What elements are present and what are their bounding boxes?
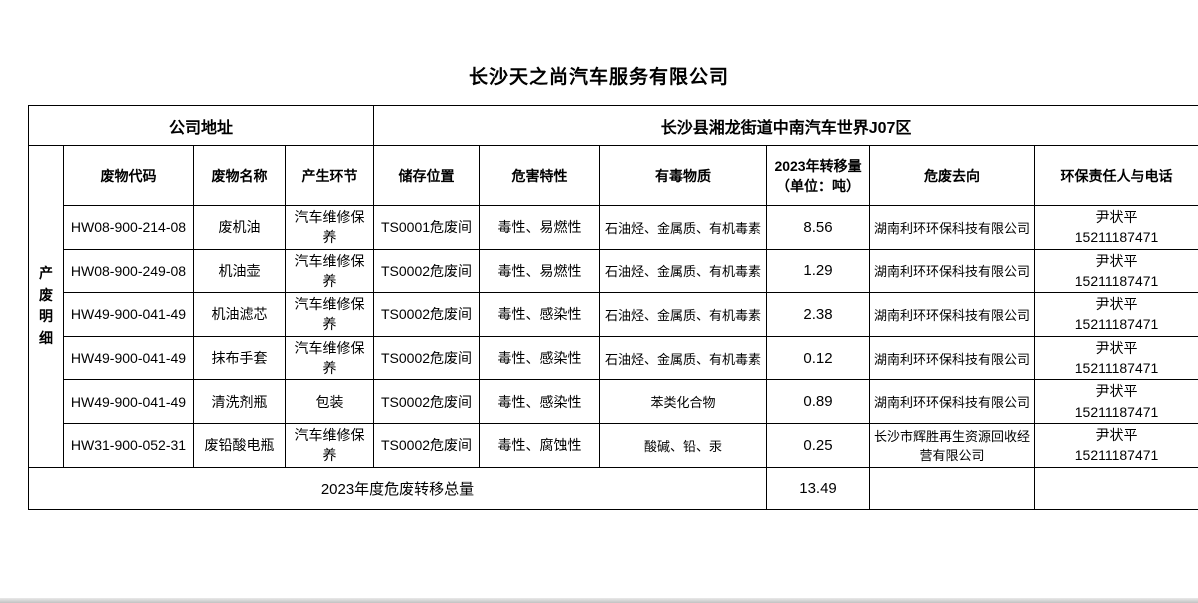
cell-amount: 1.29 <box>766 248 871 294</box>
cell-contact: 尹状平 15211187471 <box>1034 248 1198 294</box>
cell-contact: 尹状平 15211187471 <box>1034 205 1198 250</box>
page-title: 长沙天之尚汽车服务有限公司 <box>468 67 729 88</box>
cell-toxic: 石油烃、金属质、有机毒素 <box>599 248 768 294</box>
cell-hazard: 毒性、腐蚀性 <box>479 422 601 468</box>
cell-waste-code: HW08-900-249-08 <box>63 248 194 294</box>
cell-storage: TS0002危废间 <box>373 248 481 294</box>
cell-amount: 8.56 <box>766 205 871 250</box>
cell-stage: 包装 <box>284 379 375 424</box>
cell-storage: TS0002危废间 <box>373 379 481 424</box>
column-header-row: 产 废 明 细 废物代码 废物名称 产生环节 储存位置 危害特性 有毒物质 20… <box>28 145 1198 468</box>
cell-toxic: 苯类化合物 <box>599 379 768 424</box>
cell-hazard: 毒性、易燃性 <box>479 205 601 250</box>
cell-toxic: 酸碱、铅、汞 <box>599 422 768 468</box>
cell-destination: 湖南利环环保科技有限公司 <box>869 379 1036 424</box>
cell-waste-name: 机油滤芯 <box>193 292 286 337</box>
company-address-label: 公司地址 <box>27 105 375 146</box>
cell-waste-name: 清洗剂瓶 <box>193 379 286 424</box>
cell-destination: 湖南利环环保科技有限公司 <box>869 248 1036 294</box>
cell-destination: 湖南利环环保科技有限公司 <box>869 205 1036 250</box>
cell-destination: 湖南利环环保科技有限公司 <box>869 292 1036 337</box>
table-row: HW49-900-041-49 清洗剂瓶 包装 TS0002危废间 毒性、感染性… <box>29 379 1198 424</box>
cell-destination: 长沙市辉胜再生资源回收经营有限公司 <box>869 422 1036 468</box>
table-row: HW08-900-214-08 废机油 汽车维修保养 TS0001危废间 毒性、… <box>29 205 1198 250</box>
cell-contact: 尹状平 15211187471 <box>1034 379 1198 424</box>
cell-stage: 汽车维修保养 <box>284 248 375 294</box>
cell-toxic: 石油烃、金属质、有机毒素 <box>599 335 768 381</box>
cell-amount: 0.89 <box>766 379 871 424</box>
cell-hazard: 毒性、感染性 <box>479 379 601 424</box>
cell-stage: 汽车维修保养 <box>284 335 375 381</box>
col-header-contact: 环保责任人与电话 <box>1034 145 1198 206</box>
cell-amount: 0.25 <box>766 422 871 468</box>
col-header-toxic: 有毒物质 <box>599 145 768 206</box>
table-row: HW49-900-041-49 机油滤芯 汽车维修保养 TS0002危废间 毒性… <box>29 292 1198 337</box>
cell-amount: 2.38 <box>766 292 871 337</box>
cell-storage: TS0001危废间 <box>373 205 481 250</box>
col-header-destination: 危废去向 <box>869 145 1036 206</box>
col-header-amount: 2023年转移量 （单位：吨） <box>766 145 871 206</box>
cell-toxic: 石油烃、金属质、有机毒素 <box>599 205 768 250</box>
col-header-waste-code: 废物代码 <box>63 145 194 206</box>
table-row: HW49-900-041-49 抹布手套 汽车维修保养 TS0002危废间 毒性… <box>29 335 1198 381</box>
cell-contact: 尹状平 15211187471 <box>1034 422 1198 468</box>
cell-contact: 尹状平 15211187471 <box>1034 335 1198 381</box>
cell-storage: TS0002危废间 <box>373 335 481 381</box>
col-header-hazard: 危害特性 <box>479 145 601 206</box>
cell-destination: 湖南利环环保科技有限公司 <box>869 335 1036 381</box>
cell-toxic: 石油烃、金属质、有机毒素 <box>599 292 768 337</box>
company-address-row: 公司地址 长沙县湘龙街道中南汽车世界J07区 <box>27 105 1198 146</box>
col-header-storage: 储存位置 <box>373 145 481 206</box>
cell-waste-name: 废机油 <box>193 205 286 250</box>
company-address-value: 长沙县湘龙街道中南汽车世界J07区 <box>373 105 1198 146</box>
table-row: HW31-900-052-31 废铅酸电瓶 汽车维修保养 TS0002危废间 毒… <box>29 422 1198 468</box>
cell-storage: TS0002危废间 <box>373 422 481 468</box>
cell-waste-name: 机油壶 <box>193 248 286 294</box>
total-empty-contact <box>1034 466 1198 510</box>
total-empty-destination <box>869 466 1036 510</box>
cell-waste-name: 抹布手套 <box>193 335 286 381</box>
cell-hazard: 毒性、感染性 <box>479 335 601 381</box>
cell-storage: TS0002危废间 <box>373 292 481 337</box>
total-row: 2023年度危废转移总量 13.49 <box>27 466 1198 510</box>
side-label-waste-details: 产 废 明 细 <box>28 145 64 468</box>
total-amount: 13.49 <box>766 466 871 510</box>
window-bottom-edge <box>0 598 1198 603</box>
cell-waste-code: HW49-900-041-49 <box>63 379 194 424</box>
cell-waste-code: HW49-900-041-49 <box>63 335 194 381</box>
cell-stage: 汽车维修保养 <box>284 205 375 250</box>
cell-waste-code: HW08-900-214-08 <box>63 205 194 250</box>
cell-stage: 汽车维修保养 <box>284 292 375 337</box>
hazardous-waste-table: 公司地址 长沙县湘龙街道中南汽车世界J07区 产 废 明 细 废物代码 废物名称… <box>27 105 1198 510</box>
cell-waste-name: 废铅酸电瓶 <box>193 422 286 468</box>
cell-hazard: 毒性、易燃性 <box>479 248 601 294</box>
table-row: HW08-900-249-08 机油壶 汽车维修保养 TS0002危废间 毒性、… <box>29 248 1198 294</box>
cell-amount: 0.12 <box>766 335 871 381</box>
col-header-waste-name: 废物名称 <box>193 145 286 206</box>
cell-stage: 汽车维修保养 <box>284 422 375 468</box>
total-label: 2023年度危废转移总量 <box>27 466 768 510</box>
cell-contact: 尹状平 15211187471 <box>1034 292 1198 337</box>
cell-hazard: 毒性、感染性 <box>479 292 601 337</box>
cell-waste-code: HW49-900-041-49 <box>63 292 194 337</box>
cell-waste-code: HW31-900-052-31 <box>63 422 194 468</box>
col-header-stage: 产生环节 <box>284 145 375 206</box>
